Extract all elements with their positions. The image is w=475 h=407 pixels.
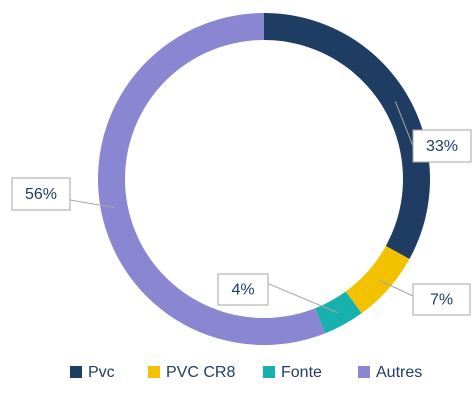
slice bbox=[97, 13, 326, 345]
legend-label: PVC CR8 bbox=[166, 364, 235, 381]
legend-label: Fonte bbox=[281, 364, 322, 381]
leader-line bbox=[378, 279, 414, 297]
data-label: 33% bbox=[426, 138, 458, 155]
leader-line bbox=[69, 199, 115, 209]
legend-label: Pvc bbox=[88, 364, 115, 381]
slice bbox=[264, 13, 430, 259]
label-box bbox=[412, 129, 472, 163]
slice bbox=[345, 245, 410, 314]
label-box bbox=[412, 283, 471, 316]
legend-swatch bbox=[148, 366, 160, 378]
legend-swatch bbox=[358, 366, 370, 378]
legend-swatch bbox=[263, 366, 275, 378]
label-box bbox=[217, 273, 269, 306]
label-box bbox=[11, 177, 71, 211]
data-label: 7% bbox=[430, 292, 453, 309]
legend-swatch bbox=[70, 366, 82, 378]
legend-label: Autres bbox=[376, 364, 422, 381]
leader-line bbox=[394, 101, 414, 147]
slice bbox=[315, 291, 362, 334]
data-label: 4% bbox=[231, 282, 254, 299]
data-label: 56% bbox=[25, 186, 57, 203]
